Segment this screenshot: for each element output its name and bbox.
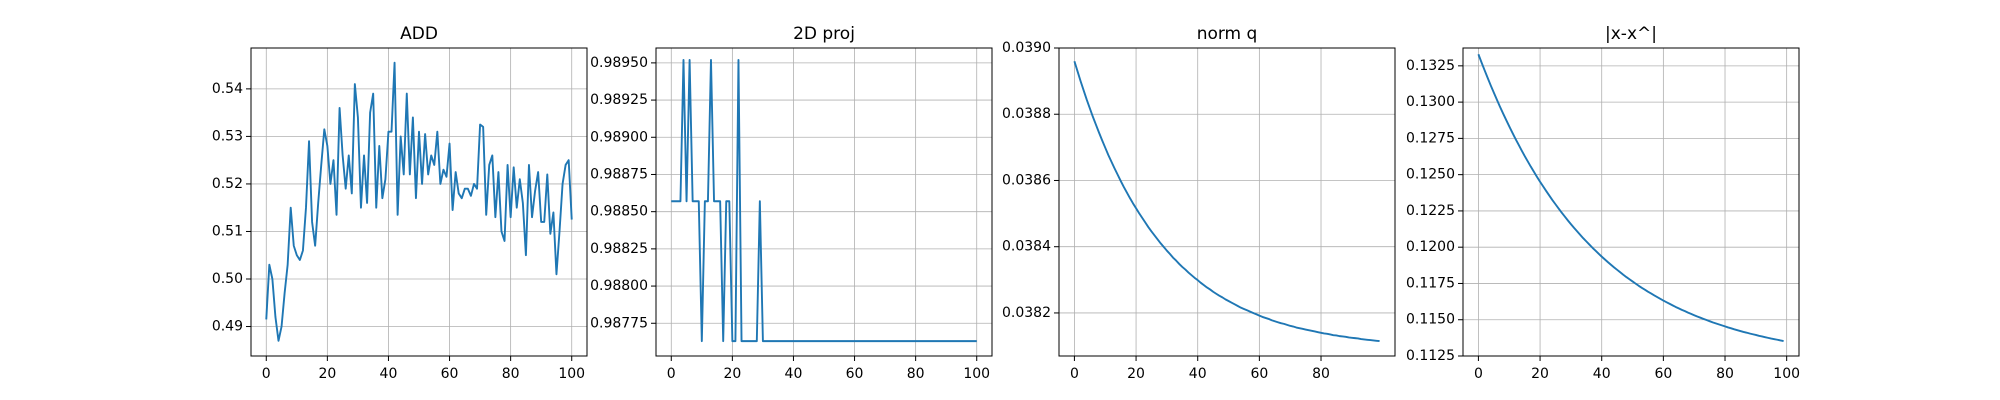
x-tick-label: 0 [667, 366, 676, 382]
y-tick-label: 0.98900 [590, 129, 648, 145]
x-tick-label: 40 [1593, 366, 1611, 382]
y-tick-label: 0.1325 [1406, 58, 1455, 74]
y-tick-label: 0.49 [212, 319, 243, 335]
x-tick-label: 20 [723, 366, 741, 382]
subplot-title: ADD [400, 24, 438, 44]
y-tick-label: 0.0386 [1002, 172, 1051, 188]
x-tick-label: 20 [318, 366, 336, 382]
x-tick-label: 60 [441, 366, 459, 382]
subplot: ADD 0 20 40 60 80 100 0.49 0.50 0.51 0.52 0.53 0.54 [212, 24, 588, 382]
x-tick-label: 40 [785, 366, 803, 382]
y-tick-label: 0.0384 [1002, 239, 1051, 255]
x-tick-label: 0 [1070, 366, 1079, 382]
y-tick-label: 0.98950 [590, 55, 648, 71]
y-tick-label: 0.98850 [590, 204, 648, 220]
y-tick-label: 0.1275 [1406, 130, 1455, 146]
y-tick-label: 0.98825 [590, 241, 648, 257]
y-tick-label: 0.0382 [1002, 305, 1051, 321]
y-tick-label: 0.54 [212, 81, 243, 97]
x-tick-label: 60 [1250, 366, 1268, 382]
x-tick-label: 60 [846, 366, 864, 382]
y-tick-label: 0.98775 [590, 315, 648, 331]
x-tick-label: 0 [262, 366, 271, 382]
y-tick-label: 0.51 [212, 223, 243, 239]
x-tick-label: 60 [1654, 366, 1672, 382]
x-tick-label: 20 [1127, 366, 1145, 382]
axes-frame [1058, 47, 1396, 357]
y-tick-label: 0.0388 [1002, 106, 1051, 122]
x-tick-label: 40 [380, 366, 398, 382]
x-tick-label: 0 [1474, 366, 1483, 382]
data-line [1073, 60, 1380, 343]
y-tick-label: 0.0390 [1002, 40, 1051, 56]
subplot-title: |x-x^| [1605, 24, 1657, 44]
axes-frame [655, 47, 993, 357]
data-line [265, 61, 573, 342]
y-tick-label: 0.1125 [1406, 348, 1455, 364]
subplot: norm q 0 20 40 60 80 0.0382 0.0384 0.0386 0.0388 0… [1002, 24, 1396, 382]
axes-frame [250, 47, 588, 357]
x-tick-label: 80 [1312, 366, 1330, 382]
x-tick-label: 100 [558, 366, 585, 382]
y-tick-label: 0.98925 [590, 92, 648, 108]
y-tick-label: 0.98875 [590, 166, 648, 182]
x-tick-label: 100 [963, 366, 990, 382]
x-tick-label: 20 [1531, 366, 1549, 382]
y-tick-label: 0.1250 [1406, 167, 1455, 183]
y-tick-label: 0.1200 [1406, 239, 1455, 255]
y-tick-label: 0.52 [212, 176, 243, 192]
x-tick-label: 40 [1189, 366, 1207, 382]
x-tick-label: 80 [502, 366, 520, 382]
y-tick-label: 0.53 [212, 128, 243, 144]
x-tick-label: 80 [1716, 366, 1734, 382]
subplot: 2D proj 0 20 40 60 80 100 0.98775 0.98800 0.98825… [590, 24, 993, 382]
axes-frame [1462, 47, 1800, 357]
y-tick-label: 0.1300 [1406, 94, 1455, 110]
y-tick-label: 0.50 [212, 271, 243, 287]
y-tick-label: 0.98800 [590, 278, 648, 294]
data-line [671, 58, 977, 343]
subplot: |x-x^| 0 20 40 60 80 100 0.1125 0.1150 0.1175 0.12… [1406, 24, 1800, 382]
x-tick-label: 100 [1773, 366, 1800, 382]
subplot-title: norm q [1197, 24, 1258, 44]
subplot-title: 2D proj [793, 24, 855, 44]
y-tick-label: 0.1150 [1406, 312, 1455, 328]
data-line [1477, 53, 1784, 342]
y-tick-label: 0.1225 [1406, 203, 1455, 219]
y-tick-label: 0.1175 [1406, 275, 1455, 291]
x-tick-label: 80 [907, 366, 925, 382]
